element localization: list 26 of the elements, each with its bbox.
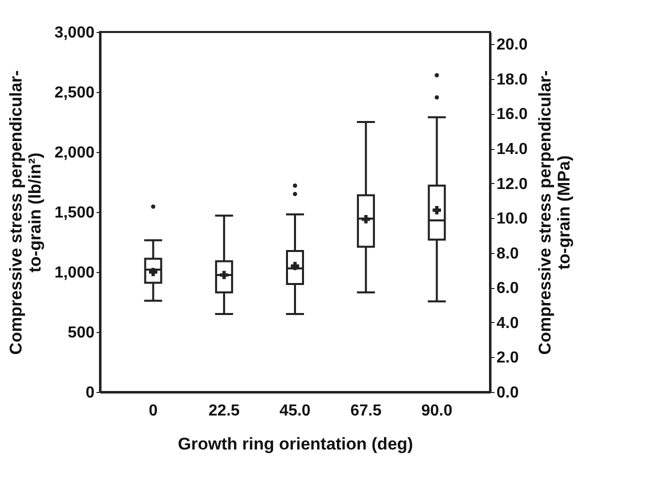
y2-tick-label: 14.0 (496, 141, 528, 158)
y2-tick-label: 10.0 (496, 210, 528, 228)
y-tick-label: 3,000 (54, 24, 95, 42)
x-tick-label: 45.0 (279, 402, 311, 420)
y-tick-label: 500 (68, 324, 95, 342)
y-tick-label: 1,500 (54, 204, 95, 222)
y-axis-title: Compressive stress perpendicular- to-grain (lb/in²) (6, 70, 44, 355)
y2-tick-label: 18.0 (496, 71, 528, 88)
y-tick-label: 2,500 (54, 84, 95, 102)
y2-tick-label: 16.0 (496, 106, 528, 124)
y-tick-label: 0 (86, 384, 95, 402)
y2-tick-label: 2.0 (496, 350, 519, 367)
y2-tick-label: 4.0 (496, 314, 519, 332)
x-tick-label: 22.5 (208, 402, 240, 420)
y2-tick-label: 8.0 (496, 245, 519, 262)
y2-axis-title: Compressive stress perpendicular- to-grain (MPa) (536, 70, 574, 355)
x-tick-label: 90.0 (421, 402, 452, 420)
y-tick-label: 2,000 (54, 144, 95, 162)
y2-tick-label: 20.0 (496, 36, 528, 54)
x-tick-label: 0 (148, 402, 158, 420)
y-tick-label: 1,000 (54, 264, 95, 282)
y2-tick-label: 0.0 (496, 384, 519, 402)
x-tick-label: 67.5 (350, 402, 382, 420)
y2-tick-label: 6.0 (496, 280, 519, 298)
y2-tick-label: 12.0 (496, 176, 528, 193)
x-axis-title: Growth ring orientation (deg) (178, 434, 414, 454)
